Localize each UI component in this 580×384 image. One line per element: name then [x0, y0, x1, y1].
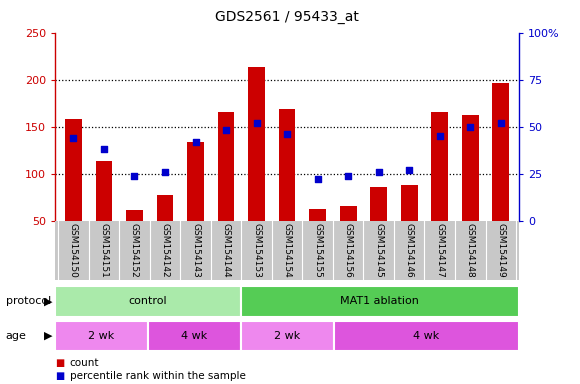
Text: ▶: ▶ [44, 331, 52, 341]
Bar [55, 321, 148, 351]
Point [435, 133, 444, 139]
Bar [65, 119, 82, 268]
Text: ■: ■ [55, 358, 64, 368]
Bar [126, 210, 143, 268]
Bar [187, 142, 204, 268]
Text: GSM154156: GSM154156 [344, 223, 353, 278]
Bar [218, 112, 234, 268]
Text: control: control [129, 296, 167, 306]
Text: 2 wk: 2 wk [88, 331, 115, 341]
Point [252, 120, 261, 126]
Point [160, 169, 169, 175]
Text: GSM154151: GSM154151 [99, 223, 108, 278]
Text: GSM154149: GSM154149 [496, 223, 505, 277]
Text: GDS2561 / 95433_at: GDS2561 / 95433_at [215, 10, 359, 23]
Text: GSM154143: GSM154143 [191, 223, 200, 277]
Text: GSM154154: GSM154154 [282, 223, 292, 277]
Point [496, 120, 505, 126]
Bar [148, 321, 241, 351]
Bar [241, 286, 519, 317]
Bar [157, 195, 173, 268]
Text: count: count [70, 358, 99, 368]
Bar [55, 286, 241, 317]
Text: ■: ■ [55, 371, 64, 381]
Point [374, 169, 383, 175]
Text: GSM154152: GSM154152 [130, 223, 139, 277]
Point [191, 139, 200, 145]
Text: GSM154142: GSM154142 [161, 223, 169, 277]
Text: 4 wk: 4 wk [413, 331, 440, 341]
Text: percentile rank within the sample: percentile rank within the sample [70, 371, 245, 381]
Text: MAT1 ablation: MAT1 ablation [340, 296, 419, 306]
Point [130, 172, 139, 179]
Text: age: age [6, 331, 27, 341]
Text: GSM154148: GSM154148 [466, 223, 475, 277]
Bar [401, 185, 418, 268]
Text: 4 wk: 4 wk [181, 331, 208, 341]
Text: GSM154145: GSM154145 [374, 223, 383, 277]
Point [313, 176, 322, 182]
Bar [370, 187, 387, 268]
Text: GSM154150: GSM154150 [69, 223, 78, 278]
Point [343, 172, 353, 179]
Point [222, 127, 231, 134]
Point [99, 146, 108, 152]
Point [405, 167, 414, 173]
Point [69, 135, 78, 141]
Text: GSM154144: GSM154144 [222, 223, 230, 277]
Bar [96, 161, 113, 268]
Bar [309, 209, 326, 268]
Point [282, 131, 292, 137]
Text: ▶: ▶ [44, 296, 52, 306]
Text: protocol: protocol [6, 296, 51, 306]
Bar [248, 68, 265, 268]
Text: GSM154155: GSM154155 [313, 223, 322, 278]
Bar [492, 83, 509, 268]
Bar [340, 206, 357, 268]
Bar [432, 112, 448, 268]
Text: GSM154147: GSM154147 [435, 223, 444, 277]
Bar [241, 321, 334, 351]
Point [466, 124, 475, 130]
Text: GSM154153: GSM154153 [252, 223, 261, 278]
Bar [279, 109, 295, 268]
Bar [334, 321, 519, 351]
Text: 2 wk: 2 wk [274, 331, 300, 341]
Text: GSM154146: GSM154146 [405, 223, 414, 277]
Bar [462, 116, 478, 268]
